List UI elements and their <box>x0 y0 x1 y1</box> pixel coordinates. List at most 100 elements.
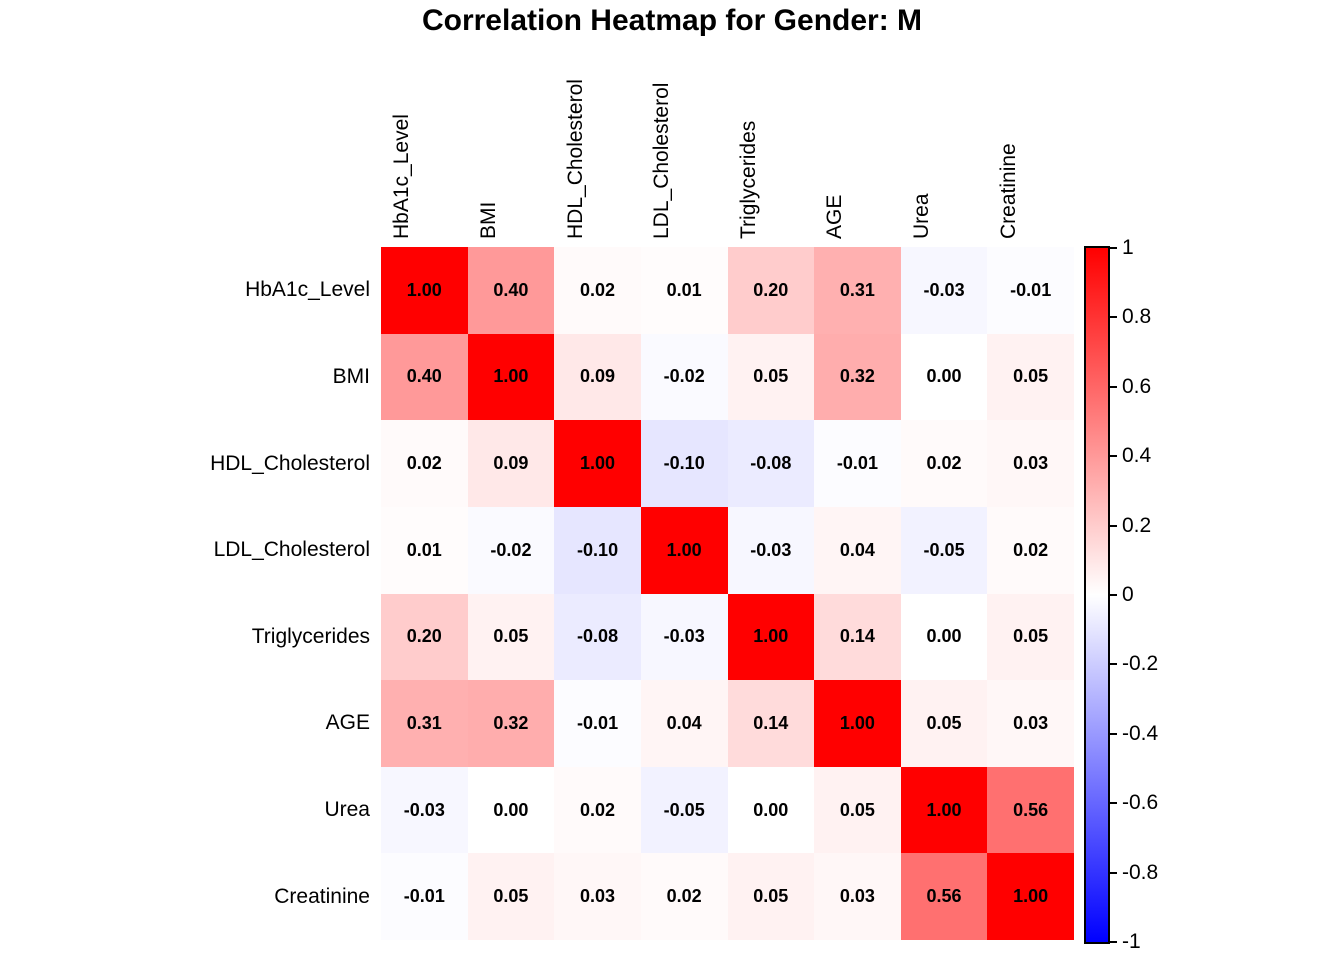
cell-value: -0.02 <box>490 539 532 560</box>
heatmap-cell: 0.32 <box>814 333 901 421</box>
cell-value: 1.00 <box>926 799 962 820</box>
colorbar-tick <box>1110 247 1117 249</box>
heatmap-cell: -0.03 <box>640 593 728 681</box>
heatmap-cell: 1.00 <box>727 593 815 681</box>
heatmap-cell: -0.08 <box>727 420 815 507</box>
heatmap-cell: 0.00 <box>900 333 988 421</box>
cell-value: 0.02 <box>406 453 442 474</box>
cell-value: -0.03 <box>923 279 965 300</box>
heatmap-cell: -0.10 <box>554 506 641 594</box>
cell-value: 0.56 <box>926 886 962 907</box>
cell-value: 0.03 <box>1013 712 1049 733</box>
heatmap-cell: 0.56 <box>987 766 1074 854</box>
cell-value: 0.02 <box>1013 539 1049 560</box>
cell-value: -0.10 <box>663 453 705 474</box>
x-axis-label: Creatinine <box>996 143 1020 239</box>
cell-value: 1.00 <box>406 279 442 300</box>
cell-value: 0.09 <box>493 453 529 474</box>
heatmap-cell: 0.03 <box>814 853 901 940</box>
heatmap-cell: 0.31 <box>381 680 468 767</box>
heatmap-cell: 0.05 <box>814 766 901 854</box>
colorbar-tick <box>1110 663 1117 666</box>
cell-value: 0.05 <box>753 366 789 387</box>
heatmap-cell: 0.02 <box>554 247 641 334</box>
heatmap-cell: 0.05 <box>727 333 815 421</box>
colorbar-tick <box>1110 802 1117 805</box>
heatmap-cell: -0.01 <box>381 853 468 940</box>
cell-value: -0.03 <box>403 799 445 820</box>
heatmap-cell: 1.00 <box>814 680 901 767</box>
colorbar-tick <box>1110 594 1117 596</box>
heatmap-cell: 0.05 <box>467 593 555 681</box>
cell-value: 0.00 <box>926 366 962 387</box>
heatmap-cell: 0.02 <box>987 506 1074 594</box>
y-axis-label: Creatinine <box>274 884 370 908</box>
cell-value: -0.02 <box>663 366 705 387</box>
heatmap-cell: 0.01 <box>640 247 728 334</box>
colorbar-tick <box>1110 316 1117 319</box>
cell-value: 0.05 <box>1013 366 1049 387</box>
cell-value: 0.40 <box>406 366 442 387</box>
cell-value: 0.03 <box>580 886 616 907</box>
heatmap-cell: -0.01 <box>814 420 901 507</box>
colorbar-tick-label: 0.6 <box>1122 374 1152 398</box>
x-axis-label: LDL_Cholesterol <box>650 82 674 239</box>
heatmap-cell: 0.04 <box>640 680 728 767</box>
cell-value: 0.05 <box>839 799 875 820</box>
heatmap-cell: 0.09 <box>467 420 555 507</box>
cell-value: 0.09 <box>580 366 616 387</box>
y-axis-label: BMI <box>332 364 370 388</box>
cell-value: 0.05 <box>753 886 789 907</box>
heatmap-cell: -0.03 <box>900 247 988 334</box>
heatmap-cell: 0.05 <box>987 333 1074 421</box>
heatmap-cell: 0.02 <box>900 420 988 507</box>
heatmap-cell: 1.00 <box>900 766 988 854</box>
heatmap-cell: -0.01 <box>987 247 1074 334</box>
heatmap-cell: 0.04 <box>814 506 901 594</box>
cell-value: 1.00 <box>1013 886 1049 907</box>
cell-value: 0.00 <box>753 799 789 820</box>
colorbar-tick-label: -0.8 <box>1122 860 1159 884</box>
heatmap-grid: 1.00 0.40 0.02 0.01 0.20 0.31 -0.03 -0.01 0.40 1.… <box>381 247 1074 940</box>
heatmap-cell: 0.32 <box>467 680 555 767</box>
x-axis-label: Urea <box>910 193 934 239</box>
cell-value: 0.04 <box>666 712 702 733</box>
cell-value: 0.31 <box>839 279 875 300</box>
chart-title: Correlation Heatmap for Gender: M <box>421 4 923 37</box>
cell-value: -0.01 <box>1010 279 1052 300</box>
heatmap-cell: 0.03 <box>987 420 1074 507</box>
y-axis-label: LDL_Cholesterol <box>213 538 370 562</box>
heatmap-cell: -0.03 <box>727 506 815 594</box>
cell-value: 1.00 <box>580 453 616 474</box>
heatmap-cell: 0.05 <box>900 680 988 767</box>
cell-value: 1.00 <box>666 539 702 560</box>
cell-value: 1.00 <box>839 712 875 733</box>
cell-value: 0.56 <box>1013 799 1049 820</box>
cell-value: 1.00 <box>753 626 789 647</box>
cell-value: 0.14 <box>753 712 789 733</box>
cell-value: -0.01 <box>577 712 619 733</box>
heatmap-cell: -0.02 <box>640 333 728 421</box>
heatmap-cell: 1.00 <box>554 420 641 507</box>
heatmap-cell: 0.20 <box>381 593 468 681</box>
heatmap-cell: 0.14 <box>727 680 815 767</box>
colorbar-tick <box>1110 385 1117 388</box>
heatmap-cell: 0.00 <box>727 766 815 854</box>
y-axis-label: AGE <box>325 711 370 735</box>
colorbar-tick <box>1110 455 1117 458</box>
heatmap-cell: 0.00 <box>467 766 555 854</box>
colorbar-tick <box>1110 524 1117 527</box>
colorbar-tick <box>1110 871 1117 874</box>
heatmap-cell: -0.03 <box>381 766 468 854</box>
heatmap-cell: 0.02 <box>381 420 468 507</box>
heatmap-cell: 0.02 <box>554 766 641 854</box>
cell-value: 0.01 <box>406 539 442 560</box>
cell-value: 0.03 <box>1013 453 1049 474</box>
cell-value: 0.05 <box>493 886 529 907</box>
cell-value: 0.02 <box>580 799 616 820</box>
heatmap-cell: -0.05 <box>640 766 728 854</box>
cell-value: -0.10 <box>577 539 619 560</box>
cell-value: 1.00 <box>493 366 529 387</box>
cell-value: 0.03 <box>839 886 875 907</box>
